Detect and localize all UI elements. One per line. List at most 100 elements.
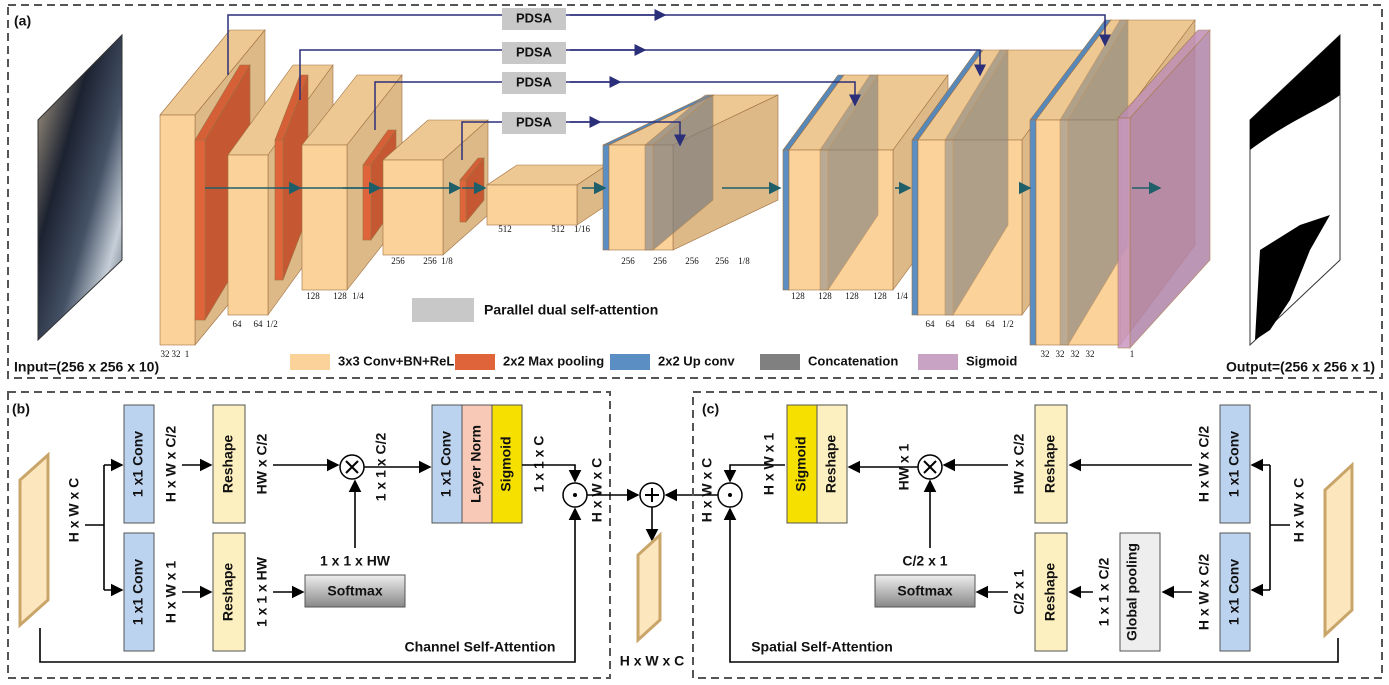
dim-label: H x W x C (699, 458, 715, 523)
dim-label: 1 x 1 x C/2 (1096, 558, 1112, 627)
stage-label: 256 (653, 256, 667, 266)
feature-plate (1325, 465, 1352, 635)
box-label: Softmax (897, 583, 952, 599)
dim-label: H x W x C/2 (163, 426, 179, 502)
pdsa-boxes: PDSAPDSAPDSAPDSA (502, 8, 566, 134)
block-front (645, 145, 653, 250)
block-front (1060, 120, 1068, 345)
stage-label: 1/4 (896, 291, 908, 301)
stage-label: 256 (685, 256, 699, 266)
panel-title: Channel Self-Attention (405, 639, 556, 655)
stage-label: 512 (498, 224, 512, 234)
box-label: 1 x1 Conv (1226, 431, 1242, 497)
legend-label: 3x3 Conv+BN+ReLU (338, 353, 464, 368)
stage-label: 128 (306, 291, 320, 301)
box-label: Reshape (220, 563, 236, 622)
legend-swatch (290, 354, 330, 370)
arrow (730, 465, 785, 481)
input-label: Input=(256 x 256 x 10) (14, 359, 159, 375)
stage-label: 1/2 (1002, 319, 1014, 329)
legend-swatch (610, 354, 650, 370)
stage-label: 32 (1041, 349, 1050, 359)
stage-label: 256 (715, 256, 729, 266)
dim-label: C/2 x 1 (902, 553, 947, 569)
box-label: Global pooling (1124, 543, 1140, 641)
box-label: 1 x1 Conv (1226, 559, 1242, 625)
block-front (363, 165, 371, 240)
output-plate (638, 535, 660, 640)
box-label: Layer Norm (468, 425, 484, 503)
legend-label: 2x2 Max pooling (503, 353, 604, 368)
stage-label: 128 (873, 291, 887, 301)
stage-label: 1 (185, 349, 190, 359)
pdsa-label: PDSA (516, 74, 553, 89)
stage-label: 64 (233, 319, 243, 329)
stage-label: 128 (818, 291, 832, 301)
stage-label: 32 (1056, 349, 1065, 359)
block-front (487, 185, 577, 225)
dim-label: H x W x C (66, 478, 82, 543)
dim-label: 1 x 1 x C (531, 436, 547, 493)
panel-label: (c) (702, 401, 719, 417)
page: (a) Input=(256 x 256 x 10) Output=(256 x… (0, 0, 1389, 685)
dim-label: 1 x 1 x HW (254, 556, 270, 627)
block-front (302, 145, 347, 290)
legend-swatch (918, 354, 958, 370)
stage-label: 128 (333, 291, 347, 301)
dim-label: H x W x C/2 (1196, 554, 1212, 630)
stage-label: 1/2 (266, 319, 278, 329)
block-front (195, 140, 205, 320)
dim-label: HW x C/2 (1011, 433, 1027, 494)
legend-label: Concatenation (808, 353, 898, 368)
box-label: Sigmoid (498, 436, 514, 491)
legend-label: 2x2 Up conv (658, 353, 735, 368)
stage-label: 32 (1071, 349, 1080, 359)
block-front (912, 140, 918, 315)
stage-label: 1/8 (738, 256, 750, 266)
box-label: 1 x1 Conv (438, 431, 454, 497)
block (487, 165, 607, 225)
mul-symbol (728, 493, 732, 497)
box-label: Reshape (1042, 563, 1058, 622)
dim-label: H x W x C (620, 653, 685, 669)
box-label: Sigmoid (793, 436, 809, 491)
stage-label: 1/8 (441, 256, 453, 266)
stage-label: 64 (986, 319, 996, 329)
box-label: Reshape (823, 435, 839, 494)
panel-label: (a) (14, 13, 31, 29)
block-front (820, 150, 828, 290)
output-label: Output=(256 x 256 x 1) (1226, 359, 1375, 375)
stage-label: 256 (423, 256, 437, 266)
block-front (1030, 120, 1036, 345)
stage-label: 256 (621, 256, 635, 266)
legend-swatch (455, 354, 495, 370)
dim-label: H x W x C (589, 458, 605, 523)
stage-label: 64 (966, 319, 976, 329)
block-front (275, 140, 283, 280)
box-label: Reshape (220, 435, 236, 494)
stage-label: 64 (254, 319, 264, 329)
stage-label: 128 (845, 291, 859, 301)
dim-label: H x W x 1 (761, 433, 777, 495)
pdsa-label: PDSA (516, 114, 553, 129)
dim-label: HW x C/2 (254, 433, 270, 494)
stage-label: 32 (172, 349, 181, 359)
legend: 3x3 Conv+BN+ReLU 2x2 Max pooling 2x2 Up co… (290, 353, 1017, 370)
panel-a: (a) Input=(256 x 256 x 10) Output=(256 x… (8, 5, 1382, 378)
dim-label: H x W x C/2 (1196, 426, 1212, 502)
dim-label: H x W x C (1291, 478, 1307, 543)
legend-swatch (412, 298, 474, 322)
stage-label: 128 (791, 291, 805, 301)
stage-label: 1/16 (574, 224, 591, 234)
panel-title: Spatial Self-Attention (751, 639, 893, 655)
connector (1270, 465, 1290, 590)
box-label: 1 x1 Conv (130, 559, 146, 625)
block-front (460, 180, 466, 222)
panel-c: (c) H x W x C 1 x1 Conv H x W x C/2 1 x1… (693, 392, 1382, 678)
panel-label: (b) (12, 401, 30, 417)
stage-label: 32 (161, 349, 170, 359)
blocks: 3232164641/21281281/42562561/85125121/16… (160, 20, 1210, 359)
dim-label: C/2 x 1 (1011, 569, 1027, 614)
panel-b: (b) H x W x C 1 x1 Conv H x W x C/2 1 x1… (8, 392, 610, 678)
box-label: Softmax (327, 583, 382, 599)
